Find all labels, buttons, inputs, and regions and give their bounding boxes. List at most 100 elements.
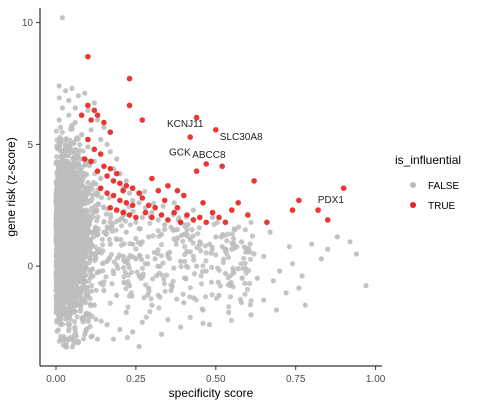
point-false — [56, 310, 63, 316]
point-false — [81, 222, 87, 228]
point-false — [69, 336, 75, 342]
point-true — [165, 183, 171, 189]
point-false — [239, 275, 245, 281]
point-false — [100, 260, 106, 266]
point-false — [215, 279, 221, 285]
point-false — [182, 244, 188, 250]
point-false — [238, 239, 244, 245]
point-false — [110, 270, 117, 277]
point-false — [206, 241, 212, 247]
point-false — [155, 263, 161, 269]
point-false — [118, 223, 125, 229]
point-false — [56, 117, 62, 123]
point-false — [155, 247, 161, 253]
point-false — [71, 183, 77, 189]
point-false — [209, 292, 215, 298]
point-false — [100, 248, 106, 254]
point-false — [87, 218, 93, 224]
point-false — [196, 225, 202, 231]
point-false — [91, 100, 97, 106]
point-false — [85, 144, 91, 150]
point-false — [158, 331, 165, 337]
point-false — [216, 267, 222, 273]
point-false — [190, 240, 196, 246]
point-false — [59, 176, 65, 182]
point-true — [139, 195, 146, 201]
point-false — [61, 148, 67, 154]
point-false — [277, 268, 283, 274]
point-false — [124, 334, 130, 341]
point-false — [54, 154, 60, 160]
point-true — [251, 178, 257, 184]
point-true — [101, 163, 107, 170]
point-false — [79, 316, 85, 322]
point-true — [235, 200, 241, 206]
point-false — [60, 249, 66, 256]
point-false — [71, 153, 78, 159]
point-false — [56, 95, 62, 101]
point-false — [136, 225, 142, 232]
point-false — [54, 237, 60, 243]
legend: is_influential FALSE TRUE — [395, 153, 461, 212]
point-true — [171, 209, 177, 216]
point-false — [88, 244, 94, 250]
point-false — [248, 312, 254, 318]
y-tick-label: 5 — [27, 140, 33, 151]
point-false — [92, 252, 99, 259]
point-false — [63, 295, 69, 301]
point-true — [94, 168, 101, 174]
point-false — [88, 250, 94, 256]
point-false — [187, 285, 193, 291]
point-false — [114, 292, 120, 298]
point-false — [56, 193, 62, 199]
x-tick-label: 1.00 — [366, 374, 386, 385]
point-false — [140, 271, 146, 277]
point-false — [79, 284, 85, 290]
point-true — [126, 102, 133, 109]
point-false — [53, 274, 59, 281]
point-true — [145, 202, 152, 209]
point-false — [161, 281, 168, 287]
point-false — [122, 269, 128, 275]
point-true — [81, 156, 88, 162]
point-false — [54, 319, 60, 325]
point-false — [228, 317, 234, 323]
point-false — [71, 228, 78, 234]
point-false — [164, 272, 170, 278]
point-false — [126, 272, 132, 278]
point-false — [57, 316, 64, 322]
point-true — [315, 207, 321, 213]
point-false — [200, 263, 206, 269]
point-false — [222, 270, 228, 277]
point-false — [219, 244, 225, 250]
point-false — [72, 232, 78, 238]
point-true — [209, 209, 216, 216]
point-true — [133, 214, 139, 221]
point-true — [91, 146, 98, 153]
point-false — [109, 281, 115, 287]
point-false — [77, 203, 83, 209]
point-false — [123, 286, 129, 292]
point-false — [64, 274, 70, 280]
point-false — [94, 229, 101, 235]
point-false — [64, 213, 70, 219]
point-false — [246, 267, 252, 274]
point-true — [110, 192, 117, 199]
point-false — [144, 254, 151, 260]
point-false — [72, 119, 78, 126]
point-false — [309, 241, 315, 247]
point-false — [82, 171, 88, 177]
point-false — [226, 304, 232, 310]
legend-swatch-true — [410, 202, 416, 208]
point-false — [173, 238, 179, 244]
point-false — [171, 200, 177, 206]
point-false — [168, 287, 174, 294]
point-false — [78, 218, 84, 224]
point-false — [60, 154, 66, 160]
point-false — [151, 200, 157, 206]
point-false — [88, 127, 94, 133]
point-false — [334, 234, 340, 240]
gene-label: PDX1 — [318, 195, 345, 206]
gene-labels: KCNJ11 SLC30A8 GCK ABCC8 PDX1 — [167, 119, 344, 206]
point-false — [191, 257, 197, 263]
